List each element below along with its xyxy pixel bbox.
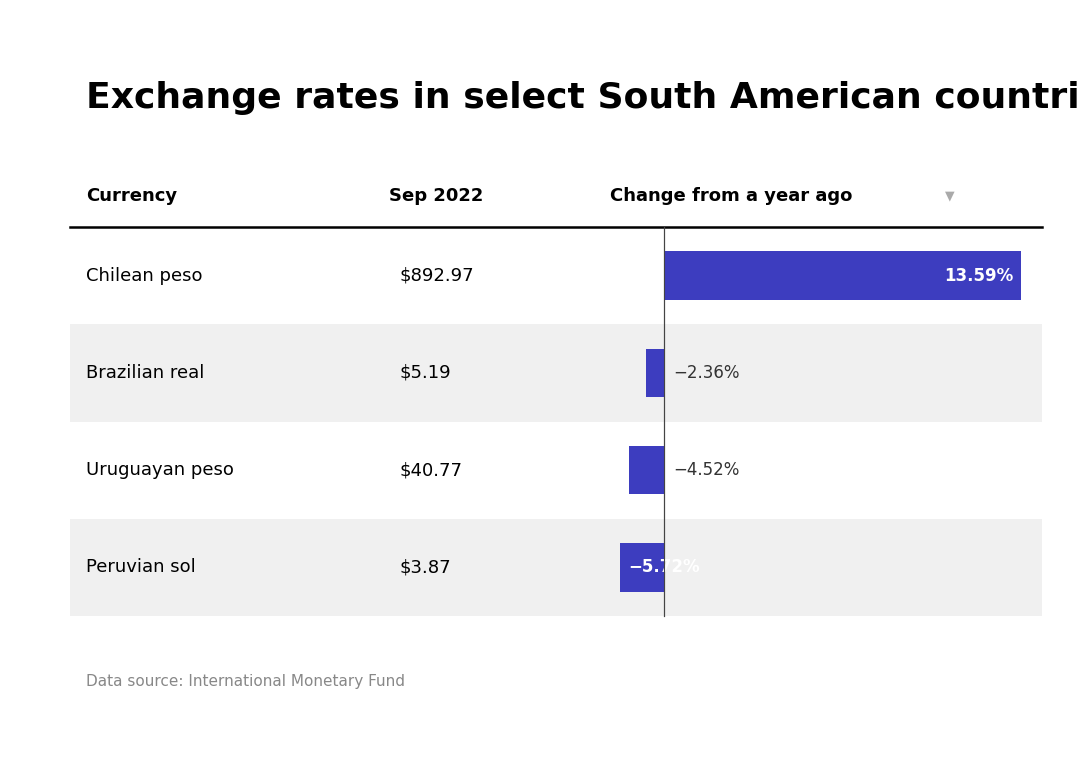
Text: Brazilian real: Brazilian real (86, 364, 205, 382)
Text: Exchange rates in select South American countries: Exchange rates in select South American … (86, 81, 1080, 115)
Text: Change from a year ago: Change from a year ago (610, 187, 852, 206)
Text: Currency: Currency (86, 187, 177, 206)
Text: Peruvian sol: Peruvian sol (86, 558, 197, 577)
Text: Data source: International Monetary Fund: Data source: International Monetary Fund (86, 674, 405, 689)
Text: $40.77: $40.77 (400, 461, 462, 479)
Text: −2.36%: −2.36% (673, 364, 740, 382)
Text: $5.19: $5.19 (400, 364, 451, 382)
Text: −5.72%: −5.72% (629, 558, 700, 577)
Text: −4.52%: −4.52% (673, 461, 739, 479)
Text: Uruguayan peso: Uruguayan peso (86, 461, 234, 479)
Text: ▼: ▼ (945, 190, 955, 203)
Text: 13.59%: 13.59% (944, 266, 1013, 285)
Text: Sep 2022: Sep 2022 (389, 187, 483, 206)
Text: Chilean peso: Chilean peso (86, 266, 203, 285)
Text: $892.97: $892.97 (400, 266, 474, 285)
Text: $3.87: $3.87 (400, 558, 451, 577)
